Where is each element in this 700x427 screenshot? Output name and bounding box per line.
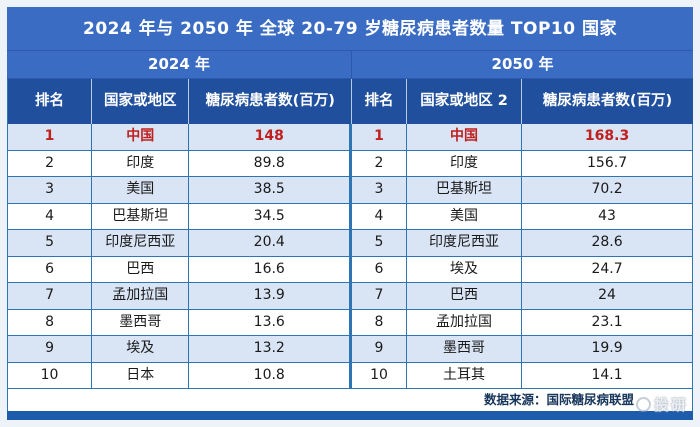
table-row: 1 中国 148 1 中国 168.3: [7, 124, 693, 151]
cell-rank: 6: [7, 256, 93, 283]
cell-country: 美国: [92, 177, 190, 204]
cell-value: 156.7: [522, 150, 693, 177]
cell-value: 24: [522, 283, 693, 310]
cell-value: 20.4: [189, 230, 353, 257]
table-row: 9 埃及 13.2 9 墨西哥 19.9: [7, 336, 693, 363]
cell-rank: 4: [7, 203, 93, 230]
cell-rank: 2: [352, 150, 407, 177]
cell-value: 14.1: [522, 362, 693, 389]
cell-rank: 4: [352, 203, 407, 230]
table-row: 3 美国 38.5 3 巴基斯坦 70.2: [7, 177, 693, 204]
cell-rank: 3: [352, 177, 407, 204]
column-header-value-2050: 糖尿病患者数(百万): [542, 93, 673, 109]
cell-rank: 10: [352, 362, 407, 389]
page-title: 2024 年与 2050 年 全球 20-79 岁糖尿病患者数量 TOP10 国…: [7, 7, 693, 51]
diabetes-top10-table: 2024 年与 2050 年 全球 20-79 岁糖尿病患者数量 TOP10 国…: [7, 7, 693, 420]
cell-rank: 7: [7, 283, 93, 310]
cell-country: 孟加拉国: [406, 309, 523, 336]
cell-value: 43: [522, 203, 693, 230]
column-header-country-2050: 国家或地区 2: [407, 79, 523, 124]
table-row: 4 巴基斯坦 34.5 4 美国 43: [7, 203, 693, 230]
cell-rank: 3: [7, 177, 93, 204]
cell-value: 28.6: [522, 230, 693, 257]
cell-country: 美国: [406, 203, 523, 230]
column-header-rank-2050: 排名: [352, 79, 407, 124]
table-row: 7 孟加拉国 13.9 7 巴西 24: [7, 283, 693, 310]
column-header-rank-2024: 排名: [7, 79, 93, 124]
cell-rank: 7: [352, 283, 407, 310]
cell-rank: 9: [7, 336, 93, 363]
cell-value: 34.5: [189, 203, 353, 230]
cell-value: 24.7: [522, 256, 693, 283]
cell-country: 墨西哥: [406, 336, 523, 363]
cell-country: 印度尼西亚: [406, 230, 523, 257]
cell-country: 孟加拉国: [92, 283, 190, 310]
cell-country: 巴基斯坦: [92, 203, 190, 230]
cell-country: 墨西哥: [92, 309, 190, 336]
table-row: 8 墨西哥 13.6 8 孟加拉国 23.1: [7, 309, 693, 336]
cell-value: 13.2: [189, 336, 353, 363]
footer-row: 数据来源：国际糖尿病联盟 投研: [7, 389, 693, 414]
cell-country: 中国: [92, 124, 190, 151]
cell-value: 89.8: [189, 150, 353, 177]
cell-value: 10.8: [189, 362, 353, 389]
column-header-value-2024: 糖尿病患者数(百万): [189, 79, 353, 124]
year-header-band: 2024 年 2050 年: [7, 51, 693, 79]
table-row: 5 印度尼西亚 20.4 5 印度尼西亚 28.6: [7, 230, 693, 257]
cell-value: 23.1: [522, 309, 693, 336]
cell-country: 巴西: [406, 283, 523, 310]
cell-rank: 5: [7, 230, 93, 257]
table-row: 6 巴西 16.6 6 埃及 24.7: [7, 256, 693, 283]
cell-rank: 6: [352, 256, 407, 283]
year-header-2024: 2024 年: [7, 51, 353, 78]
cell-rank: 5: [352, 230, 407, 257]
column-header-row: 排名 国家或地区 糖尿病患者数(百万) 排名 国家或地区 2 糖尿病患者数(百万…: [7, 79, 693, 124]
bottom-accent-strip: [7, 411, 693, 420]
table-row: 10 日本 10.8 10 土耳其 14.1: [7, 362, 693, 389]
cell-rank: 1: [7, 124, 93, 151]
cell-value: 19.9: [522, 336, 693, 363]
cell-country: 印度: [92, 150, 190, 177]
cell-country: 埃及: [406, 256, 523, 283]
cell-country: 中国: [406, 124, 523, 151]
cell-rank: 8: [7, 309, 93, 336]
cell-rank: 8: [352, 309, 407, 336]
cell-country: 土耳其: [406, 362, 523, 389]
cell-rank: 2: [7, 150, 93, 177]
table-row: 2 印度 89.8 2 印度 156.7: [7, 150, 693, 177]
cell-rank: 9: [352, 336, 407, 363]
data-source-label: 数据来源：国际糖尿病联盟: [483, 392, 634, 407]
cell-country: 巴基斯坦: [406, 177, 523, 204]
cell-country: 印度尼西亚: [92, 230, 190, 257]
cell-country: 印度: [406, 150, 523, 177]
cell-country: 埃及: [92, 336, 190, 363]
cell-value: 13.9: [189, 283, 353, 310]
cell-value: 70.2: [522, 177, 693, 204]
cell-rank: 10: [7, 362, 93, 389]
column-header-country-2024: 国家或地区: [92, 79, 190, 124]
cell-value: 16.6: [189, 256, 353, 283]
cell-value: 168.3: [522, 124, 693, 151]
cell-value: 13.6: [189, 309, 353, 336]
table-body: 1 中国 148 1 中国 168.3 2 印度 89.8 2 印度 156.7 3 美国 38.5 3 巴基斯…: [7, 124, 693, 389]
year-header-2050: 2050 年: [491, 55, 554, 73]
cell-rank: 1: [352, 124, 407, 151]
cell-value: 38.5: [189, 177, 353, 204]
cell-value: 148: [189, 124, 353, 151]
cell-country: 巴西: [92, 256, 190, 283]
cell-country: 日本: [92, 362, 190, 389]
